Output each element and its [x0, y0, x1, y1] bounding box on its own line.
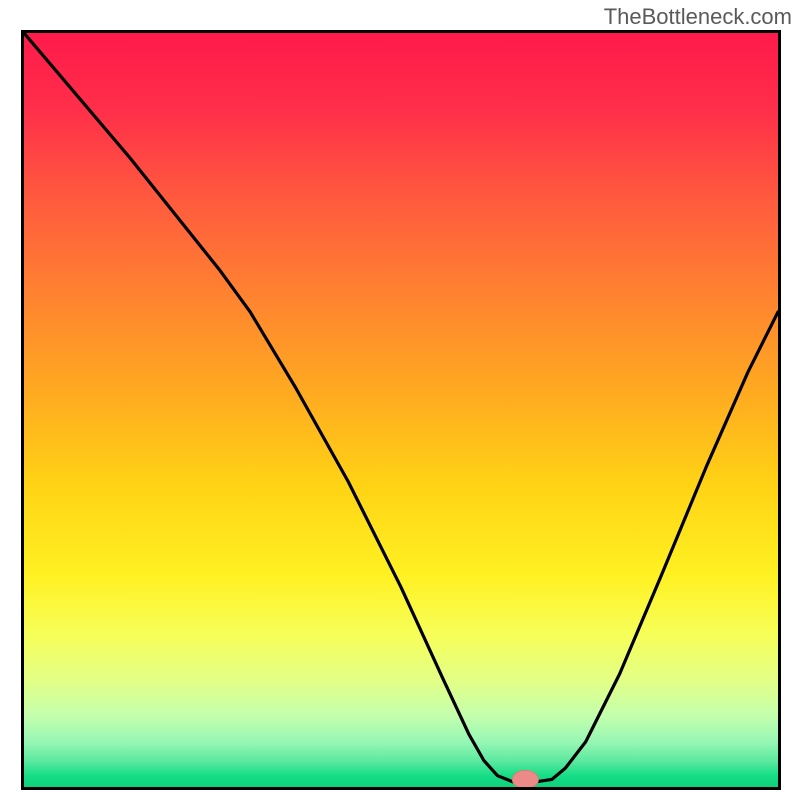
chart-root: { "watermark": "TheBottleneck.com", "cha…: [0, 0, 800, 800]
watermark-text: TheBottleneck.com: [604, 4, 792, 30]
optimal-point-marker: [512, 770, 538, 787]
gradient-background: [24, 33, 778, 787]
chart-svg: [24, 33, 778, 787]
